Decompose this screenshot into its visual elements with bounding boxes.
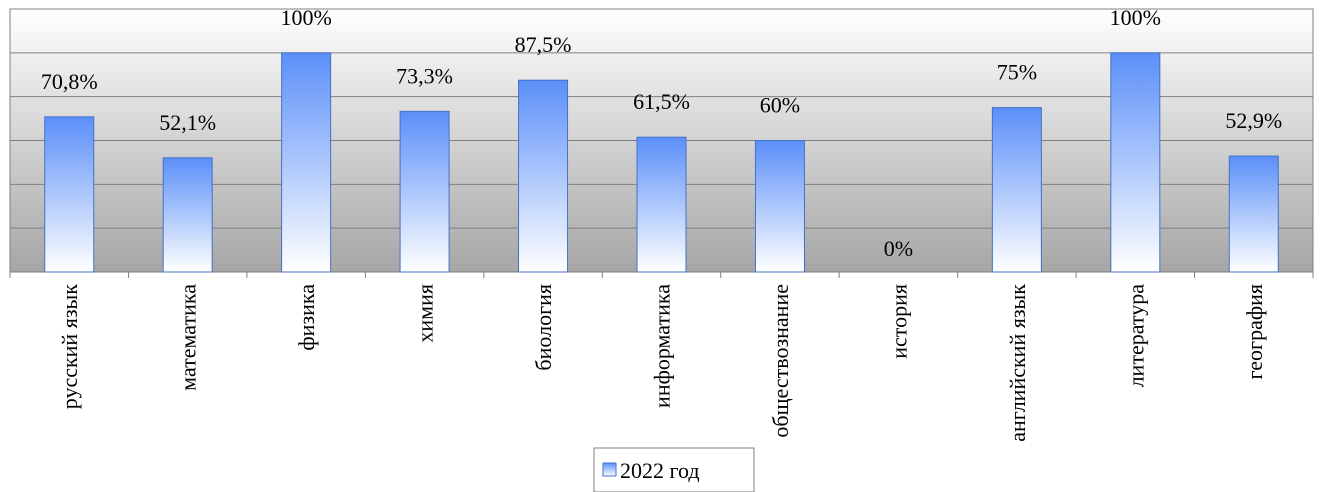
bar: [1110, 52, 1161, 273]
x-tick-label: химия: [413, 284, 438, 343]
legend-box: [593, 447, 755, 492]
bar: [162, 157, 213, 273]
bar: [44, 116, 95, 273]
data-label: 75%: [997, 60, 1037, 85]
x-tick-label: биология: [531, 284, 556, 371]
x-tick-label: русский язык: [57, 284, 82, 410]
data-labels: 70,8% 52,1% 100% 73,3% 87,5% 61,5% 60% 0% 75% 100…: [41, 5, 1282, 261]
x-tick-label: география: [1242, 284, 1267, 379]
data-label: 87,5%: [515, 32, 572, 57]
data-label: 52,1%: [159, 110, 216, 135]
data-label: 60%: [760, 93, 800, 118]
bar: [754, 140, 805, 273]
data-label: 100%: [280, 5, 331, 30]
data-label: 0%: [884, 236, 913, 261]
x-tick-label: математика: [176, 284, 201, 391]
data-label: 61,5%: [633, 89, 690, 114]
x-tick-label: обществознание: [768, 284, 793, 438]
gridlines: [9, 52, 1314, 278]
data-label: 70,8%: [41, 69, 98, 94]
bar: [399, 110, 450, 273]
bars: [44, 52, 1279, 273]
x-tick-label: литература: [1123, 284, 1148, 388]
data-label: 100%: [1110, 5, 1161, 30]
bar: [281, 52, 332, 273]
legend-swatch: [602, 462, 617, 477]
x-tick-labels: русский язык математика физика химия биологи…: [57, 284, 1267, 442]
data-label: 52,9%: [1225, 108, 1282, 133]
x-tick-label: история: [886, 284, 911, 359]
bar: [518, 79, 569, 273]
bar: [991, 107, 1042, 273]
x-tick-label: информатика: [650, 284, 675, 408]
x-tick-label: английский язык: [1005, 284, 1030, 442]
legend-label: 2022 год: [620, 458, 700, 483]
bar: [1228, 155, 1279, 273]
legend: 2022 год: [593, 447, 755, 492]
x-tick-label: физика: [294, 284, 319, 351]
data-label: 73,3%: [396, 63, 453, 88]
bar: [636, 136, 687, 273]
